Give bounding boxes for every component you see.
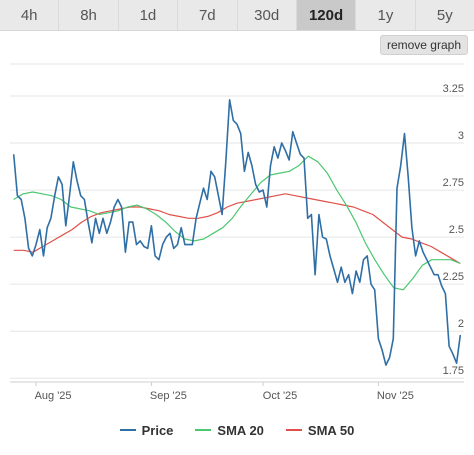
x-tick-label: Aug '25 bbox=[35, 390, 72, 402]
grid-lines bbox=[10, 63, 464, 386]
legend-item-price[interactable]: Price bbox=[119, 422, 174, 438]
series-lines bbox=[12, 99, 462, 366]
y-tick-label: 2.75 bbox=[443, 177, 464, 189]
legend-swatch-sma-50 bbox=[285, 429, 302, 431]
x-tick-label: Sep '25 bbox=[150, 390, 187, 402]
remove-graph-button[interactable]: remove graph bbox=[379, 35, 468, 55]
legend-label-sma-20: SMA 20 bbox=[217, 422, 264, 438]
y-tick-label: 2.5 bbox=[449, 224, 464, 236]
tab-1d[interactable]: 1d bbox=[119, 0, 179, 30]
x-tick-label: Nov '25 bbox=[377, 390, 414, 402]
time-range-tabs: 4h 8h 1d 7d 30d 120d 1y 5y bbox=[0, 0, 474, 31]
y-tick-label: 3 bbox=[458, 130, 464, 142]
tab-7d[interactable]: 7d bbox=[178, 0, 238, 30]
series-line-sma50 bbox=[13, 193, 461, 265]
x-axis-labels: Aug '25 Sep '25 Oct '25 Nov '25 bbox=[35, 390, 414, 402]
tab-4h[interactable]: 4h bbox=[0, 0, 60, 30]
tab-30d[interactable]: 30d bbox=[238, 0, 297, 30]
y-tick-label: 3.25 bbox=[443, 83, 464, 95]
legend-item-sma-50[interactable]: SMA 50 bbox=[285, 422, 355, 438]
legend-swatch-price bbox=[119, 429, 136, 431]
tab-8h[interactable]: 8h bbox=[59, 0, 119, 30]
y-tick-label: 2 bbox=[458, 318, 464, 330]
y-tick-label: 1.75 bbox=[443, 365, 464, 377]
chart-legend: Price SMA 20 SMA 50 bbox=[0, 420, 474, 440]
tab-1y[interactable]: 1y bbox=[356, 0, 416, 30]
tab-5y[interactable]: 5y bbox=[436, 6, 453, 24]
tab-120d[interactable]: 120d bbox=[296, 0, 357, 30]
legend-label-sma-50: SMA 50 bbox=[307, 422, 355, 438]
series-line-sma20 bbox=[13, 155, 461, 291]
x-tick-label: Oct '25 bbox=[263, 390, 298, 402]
legend-item-sma-20[interactable]: SMA 20 bbox=[195, 422, 264, 438]
y-tick-label: 2.25 bbox=[443, 271, 464, 283]
y-axis-labels: 1.75 2 2.25 2.5 2.75 3 3.25 bbox=[443, 83, 464, 377]
legend-label-price: Price bbox=[141, 422, 174, 438]
legend-swatch-sma-20 bbox=[195, 429, 212, 431]
series-line-price bbox=[12, 99, 462, 366]
